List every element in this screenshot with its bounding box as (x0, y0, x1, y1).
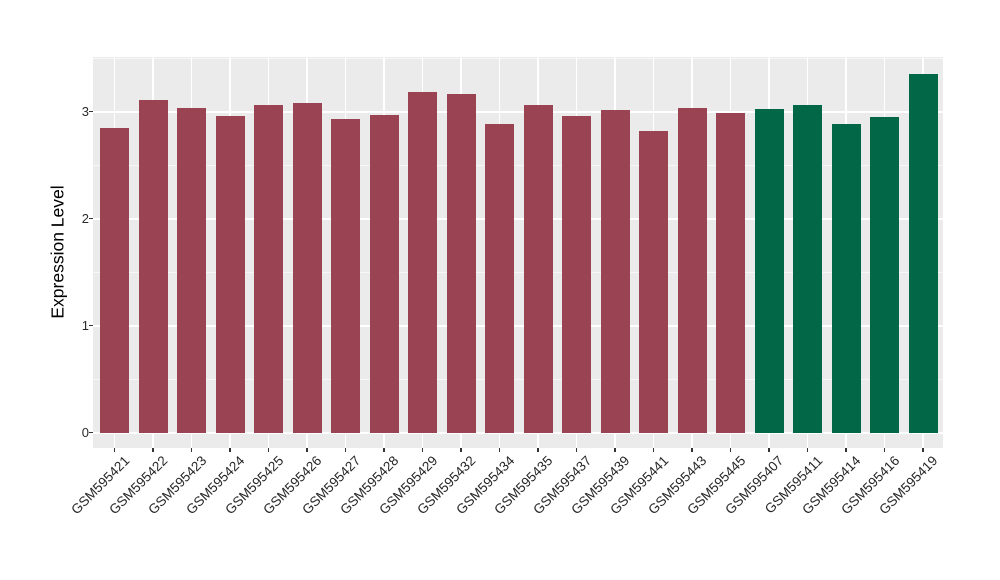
x-axis-tick (229, 448, 231, 452)
x-axis-tick (537, 448, 539, 452)
x-axis-tick (113, 448, 116, 452)
bar (215, 115, 245, 433)
gridline-horizontal-minor (93, 57, 943, 59)
bar (369, 114, 399, 433)
x-axis-tick (691, 448, 693, 452)
gridline-horizontal-major (93, 431, 943, 434)
x-axis-tick (729, 448, 732, 452)
x-axis-tick (421, 448, 424, 452)
bar (177, 108, 206, 433)
bar (562, 115, 591, 433)
bar (831, 124, 861, 433)
x-axis-tick (306, 448, 308, 452)
bar (870, 116, 899, 433)
y-axis-tick (89, 217, 93, 220)
gridline-horizontal-major (93, 324, 943, 327)
gridline-horizontal-minor (93, 164, 943, 166)
bar (292, 102, 322, 433)
bar (639, 130, 668, 433)
y-axis-tick (89, 324, 93, 327)
y-axis-tick (89, 431, 93, 434)
bar (254, 105, 283, 433)
x-axis-tick (152, 448, 154, 452)
y-axis-tick-label: 0 (81, 424, 89, 440)
bar (523, 105, 553, 433)
plot-panel (93, 57, 943, 448)
y-axis-tick-label: 2 (81, 210, 89, 226)
gridline-horizontal-major (93, 110, 943, 113)
x-axis-tick (652, 448, 655, 452)
bar (600, 110, 630, 433)
x-axis-tick (460, 448, 462, 452)
bar (677, 108, 707, 433)
x-axis-tick (768, 448, 770, 452)
x-axis-tick (575, 448, 578, 452)
x-axis-tick (614, 448, 616, 452)
bar (754, 109, 784, 433)
x-axis-tick (922, 448, 924, 452)
x-axis-tick (344, 448, 347, 452)
x-axis-tick (267, 448, 270, 452)
y-axis-tick-label: 3 (81, 103, 89, 119)
x-axis-tick (806, 448, 809, 452)
gridline-horizontal-minor (93, 271, 943, 273)
bar (446, 94, 476, 433)
x-axis-tick (845, 448, 847, 452)
bar (908, 74, 938, 433)
bar (485, 124, 514, 433)
bar (100, 127, 129, 433)
bar (331, 119, 360, 433)
y-axis-tick-label: 1 (81, 317, 89, 333)
x-axis-tick (498, 448, 501, 452)
y-axis-tick (89, 110, 93, 113)
y-axis-title: Expression Level (47, 185, 68, 319)
gridline-horizontal-minor (93, 378, 943, 380)
bar (138, 99, 168, 433)
x-axis-tick (883, 448, 886, 452)
bar (716, 112, 745, 433)
x-axis-tick (190, 448, 193, 452)
bar (408, 92, 437, 433)
x-axis-tick (383, 448, 385, 452)
bar (793, 105, 822, 433)
gridline-horizontal-major (93, 217, 943, 220)
